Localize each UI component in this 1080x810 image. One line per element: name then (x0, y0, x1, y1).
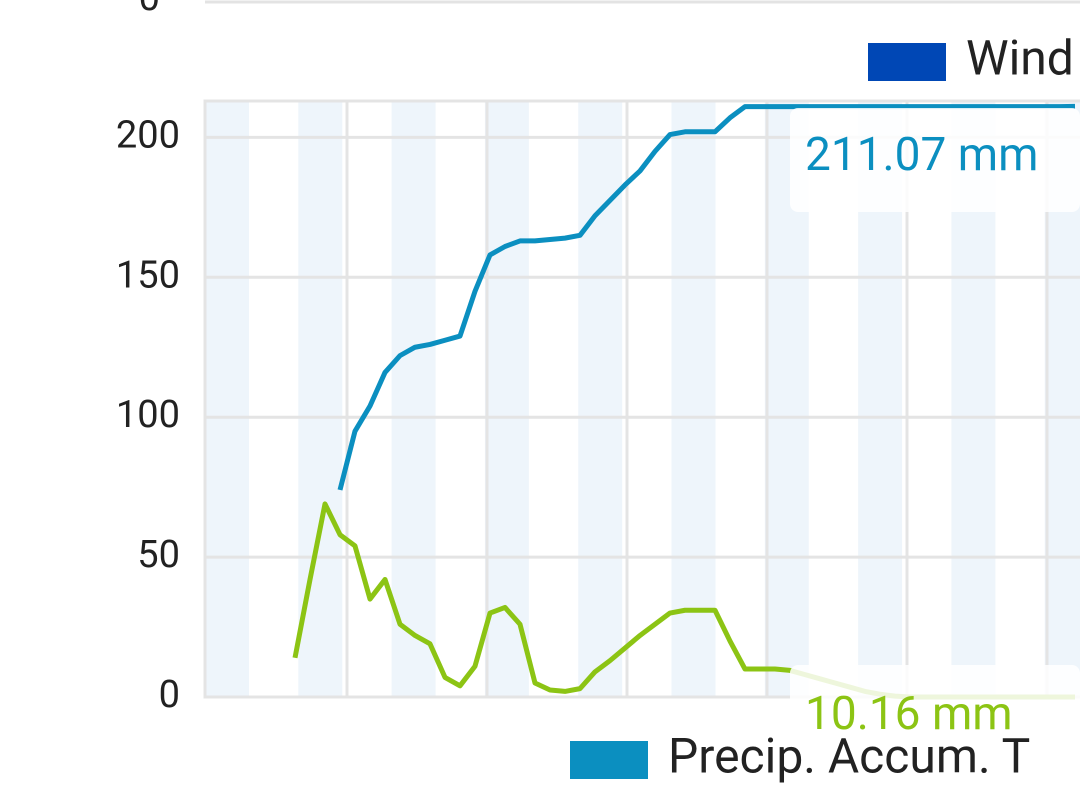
annotation-box (790, 108, 1080, 212)
band (484, 101, 529, 697)
annotation-text: 211.07 mm (805, 128, 1038, 182)
y-tick-label: 50 (137, 533, 180, 577)
legend-label: Precip. Accum. T (668, 728, 1030, 785)
annotation-text: 10.16 mm (805, 687, 1013, 741)
y-tick-label: 200 (116, 113, 180, 157)
band (671, 101, 716, 697)
y-tick-label: 150 (116, 253, 180, 297)
legend-swatch (570, 741, 648, 779)
band (391, 101, 436, 697)
grid: 0 50 100 150 200 (116, 99, 1080, 717)
band (578, 101, 623, 697)
series-line (337, 103, 1076, 491)
y-tick-label: 100 (116, 393, 180, 437)
y-tick-label: 0 (159, 673, 180, 717)
annotation-box (790, 665, 1080, 769)
previous-tick-label: 0 (139, 0, 160, 20)
band (205, 101, 249, 697)
legend-label: Wind (966, 30, 1074, 87)
annotations: 211.07 mm 10.16 mm (790, 108, 1080, 769)
legend-swatch (868, 43, 946, 81)
legend: Wind Precip. Accum. T (570, 30, 1074, 785)
